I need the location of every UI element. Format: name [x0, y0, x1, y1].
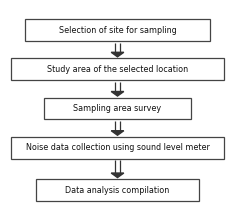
Polygon shape: [111, 131, 124, 135]
Polygon shape: [111, 92, 124, 96]
Bar: [44, 98, 191, 119]
Bar: [12, 58, 223, 80]
Text: Study area of the selected location: Study area of the selected location: [47, 65, 188, 74]
Text: Data analysis compilation: Data analysis compilation: [65, 186, 170, 195]
Text: Sampling area survey: Sampling area survey: [73, 104, 162, 113]
Bar: [12, 137, 223, 159]
Text: Noise data collection using sound level meter: Noise data collection using sound level …: [26, 143, 209, 152]
Text: Selection of site for sampling: Selection of site for sampling: [59, 26, 176, 35]
Polygon shape: [111, 173, 124, 178]
Bar: [25, 19, 210, 41]
Bar: [36, 179, 199, 201]
Polygon shape: [111, 52, 124, 57]
